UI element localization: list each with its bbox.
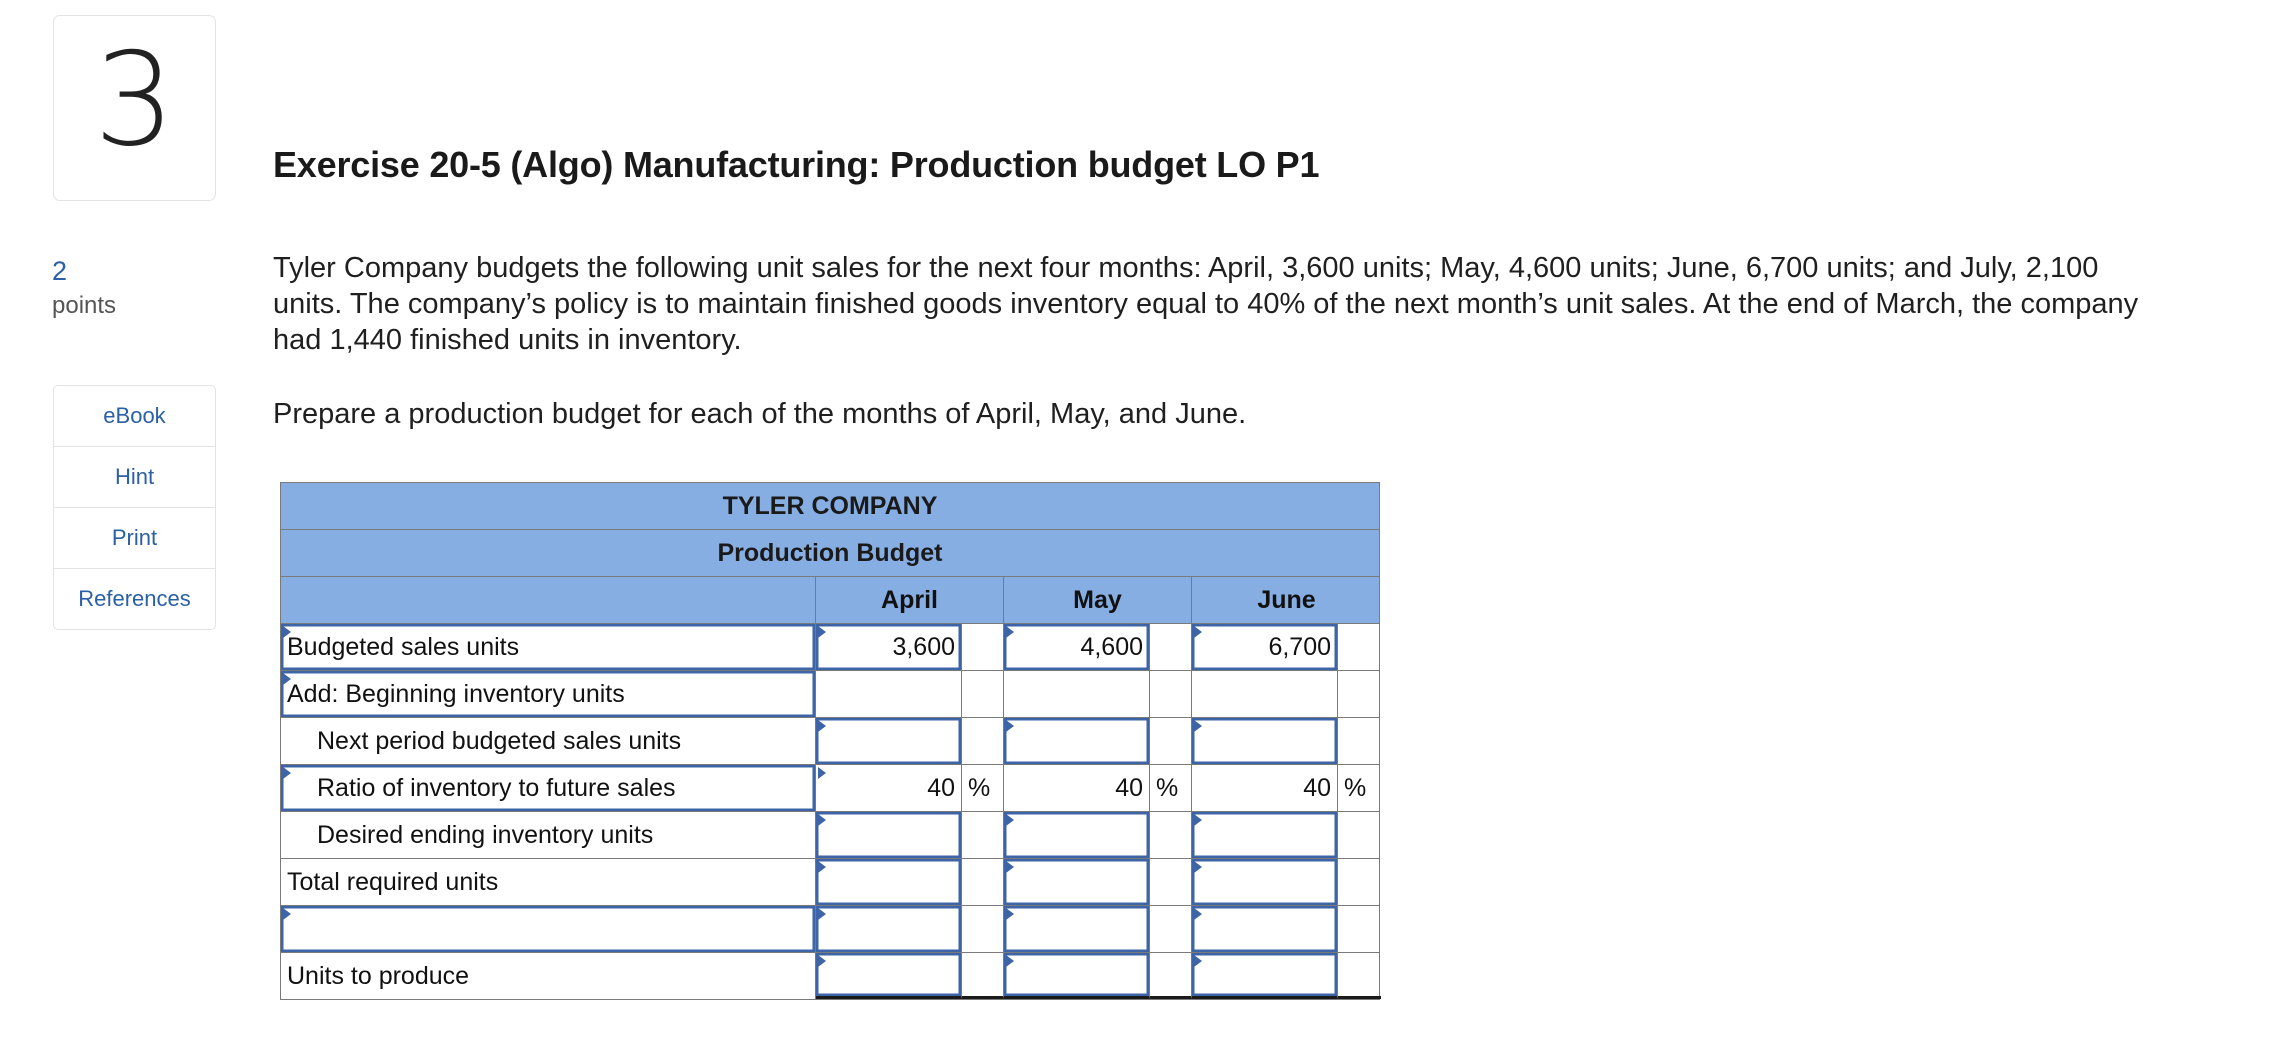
value-input-april[interactable] xyxy=(816,906,962,952)
value-input-april[interactable] xyxy=(816,718,962,764)
budget-title-header: Production Budget xyxy=(281,530,1379,577)
unit-cell xyxy=(1150,624,1192,670)
table-row: Total required units xyxy=(281,859,1379,906)
percent-sign: % xyxy=(962,765,1004,811)
production-budget-table: TYLER COMPANY Production Budget April Ma… xyxy=(280,482,1381,1000)
row-label: Units to produce xyxy=(287,961,470,990)
unit-cell xyxy=(962,812,1004,858)
month-header-may: May xyxy=(1004,577,1192,623)
unit-cell xyxy=(1338,953,1381,999)
value-input-may[interactable] xyxy=(1004,953,1150,999)
problem-statement: Tyler Company budgets the following unit… xyxy=(273,252,2139,356)
row-label-input[interactable] xyxy=(281,906,816,952)
unit-cell xyxy=(962,718,1004,764)
unit-cell xyxy=(962,624,1004,670)
unit-cell xyxy=(1150,906,1192,952)
row-label: Next period budgeted sales units xyxy=(317,726,682,755)
value-cell-june xyxy=(1192,671,1338,717)
value-input-june[interactable]: 6,700 xyxy=(1192,624,1338,670)
value-cell-april xyxy=(816,671,962,717)
table-row: Desired ending inventory units xyxy=(281,812,1379,859)
ebook-button[interactable]: eBook xyxy=(54,386,215,447)
row-label: Ratio of inventory to future sales xyxy=(317,773,676,802)
hint-button[interactable]: Hint xyxy=(54,447,215,508)
month-header-april: April xyxy=(816,577,1004,623)
value-input-april[interactable] xyxy=(816,859,962,905)
row-label-cell: Total required units xyxy=(281,859,816,905)
value-input-june[interactable] xyxy=(1192,906,1338,952)
month-header-row: April May June xyxy=(281,577,1379,624)
value-input-april[interactable] xyxy=(816,953,962,999)
row-label-input[interactable]: Ratio of inventory to future sales xyxy=(281,765,816,811)
unit-cell xyxy=(962,906,1004,952)
percent-sign: % xyxy=(1344,773,1367,802)
table-row xyxy=(281,906,1379,953)
row-label: Total required units xyxy=(287,867,499,896)
row-label: Desired ending inventory units xyxy=(317,820,654,849)
value-input-may[interactable] xyxy=(1004,906,1150,952)
exercise-title: Exercise 20-5 (Algo) Manufacturing: Prod… xyxy=(273,144,1320,185)
unit-cell xyxy=(962,953,1004,999)
value-cell-june: 40 xyxy=(1192,765,1338,811)
label-column-header xyxy=(281,577,816,623)
unit-cell xyxy=(1150,718,1192,764)
value-input-june[interactable] xyxy=(1192,718,1338,764)
row-label-input[interactable]: Budgeted sales units xyxy=(281,624,816,670)
value-input-june[interactable] xyxy=(1192,859,1338,905)
question-number-card: 3 xyxy=(53,15,216,201)
value-input-june[interactable] xyxy=(1192,953,1338,999)
value-input-april[interactable] xyxy=(816,812,962,858)
value-input-june[interactable] xyxy=(1192,812,1338,858)
value-input-april[interactable]: 3,600 xyxy=(816,624,962,670)
unit-cell xyxy=(1150,671,1192,717)
table-row: Budgeted sales units 3,600 4,600 6,700 xyxy=(281,624,1379,671)
print-button[interactable]: Print xyxy=(54,508,215,569)
unit-cell xyxy=(1150,859,1192,905)
value-input-may[interactable] xyxy=(1004,859,1150,905)
unit-cell xyxy=(1150,953,1192,999)
row-label-input[interactable]: Add: Beginning inventory units xyxy=(281,671,816,717)
value-input-april[interactable]: 40 xyxy=(816,765,962,811)
row-label-cell: Next period budgeted sales units xyxy=(281,718,816,764)
unit-cell xyxy=(962,671,1004,717)
unit-cell xyxy=(1338,906,1381,952)
table-row: Units to produce xyxy=(281,953,1381,999)
unit-cell xyxy=(1150,812,1192,858)
question-number: 3 xyxy=(93,26,176,175)
row-label: Budgeted sales units xyxy=(287,632,520,661)
row-label-cell: Desired ending inventory units xyxy=(281,812,816,858)
table-row: Add: Beginning inventory units xyxy=(281,671,1379,718)
question-tools: eBook Hint Print References xyxy=(53,385,216,630)
instruction-text: Prepare a production budget for each of … xyxy=(273,398,1247,430)
unit-cell xyxy=(1338,624,1381,670)
value-input-may[interactable] xyxy=(1004,812,1150,858)
value-input-may[interactable] xyxy=(1004,718,1150,764)
percent-sign: % xyxy=(1150,765,1192,811)
unit-cell xyxy=(1338,671,1381,717)
unit-cell xyxy=(1338,859,1381,905)
points-label: points xyxy=(52,292,117,319)
points-value: 2 xyxy=(52,256,68,286)
value-cell-may: 40 xyxy=(1004,765,1150,811)
row-label: Add: Beginning inventory units xyxy=(287,679,625,708)
unit-cell xyxy=(1338,812,1381,858)
value-cell-may xyxy=(1004,671,1150,717)
row-label-cell: Units to produce xyxy=(281,953,816,999)
company-name-header: TYLER COMPANY xyxy=(281,483,1379,530)
table-row: Ratio of inventory to future sales 40 % … xyxy=(281,765,1379,812)
value-input-may[interactable]: 4,600 xyxy=(1004,624,1150,670)
unit-cell xyxy=(1338,718,1381,764)
references-button[interactable]: References xyxy=(78,586,191,611)
month-header-june: June xyxy=(1257,585,1316,614)
unit-cell xyxy=(962,859,1004,905)
table-row: Next period budgeted sales units xyxy=(281,718,1379,765)
